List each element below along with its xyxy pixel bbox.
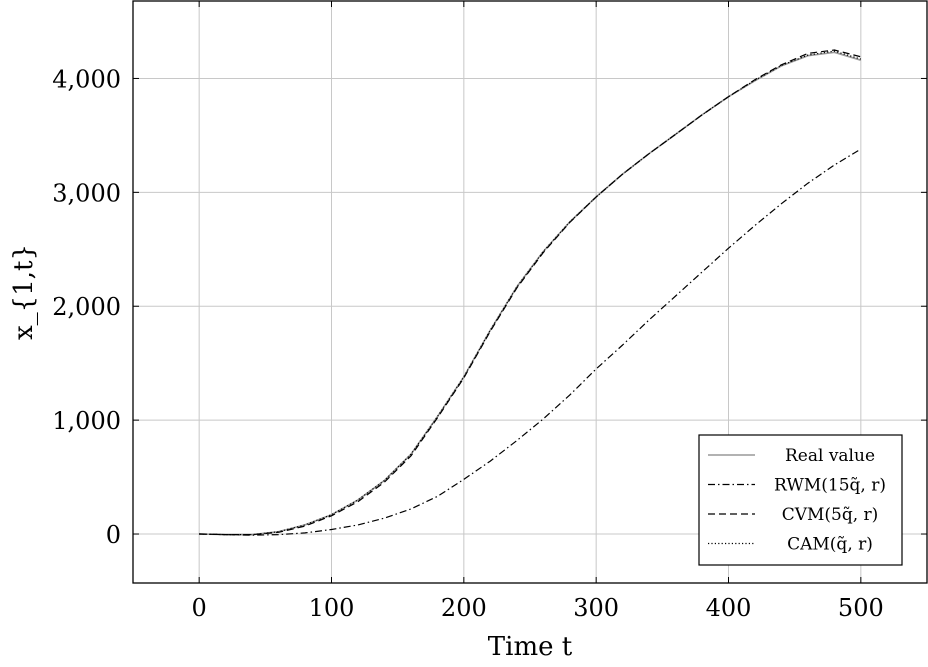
y-axis-title: x_{1,t} (9, 244, 39, 340)
series-line-3 (199, 49, 861, 536)
y-tick-label: 2,000 (52, 293, 121, 321)
legend-label-2: RWM(15q̃, r) (774, 476, 886, 496)
series-line-2 (199, 148, 862, 536)
x-axis-title: Time t (488, 632, 573, 662)
series-line-4 (199, 50, 861, 536)
y-tick-label: 3,000 (52, 179, 121, 207)
legend-label-4: CAM(q̃, r) (787, 535, 873, 555)
legend: Real value RWM(15q̃, r) CVM(5q̃, r) CAM(q̃,… (698, 434, 903, 566)
x-tick-label: 500 (838, 594, 884, 622)
axis-ticks (133, 1, 927, 583)
x-tick-label: 0 (192, 594, 207, 622)
x-tick-label: 400 (706, 594, 752, 622)
series-lines (199, 49, 862, 536)
x-tick-label: 300 (573, 594, 619, 622)
y-tick-label: 0 (106, 521, 121, 549)
legend-items: Real value RWM(15q̃, r) CVM(5q̃, r) CAM(q̃,… (708, 446, 886, 555)
y-tick-label: 1,000 (52, 407, 121, 435)
legend-label-1: Real value (785, 446, 875, 466)
legend-label-3: CVM(5q̃, r) (782, 505, 879, 525)
x-tick-label: 100 (309, 594, 355, 622)
x-tick-labels: 0 100 200 300 400 500 (192, 594, 884, 622)
plot-frame (132, 0, 928, 584)
x-tick-label: 200 (441, 594, 487, 622)
y-tick-labels: 0 1,000 2,000 3,000 4,000 (52, 65, 121, 549)
y-tick-label: 4,000 (52, 65, 121, 93)
